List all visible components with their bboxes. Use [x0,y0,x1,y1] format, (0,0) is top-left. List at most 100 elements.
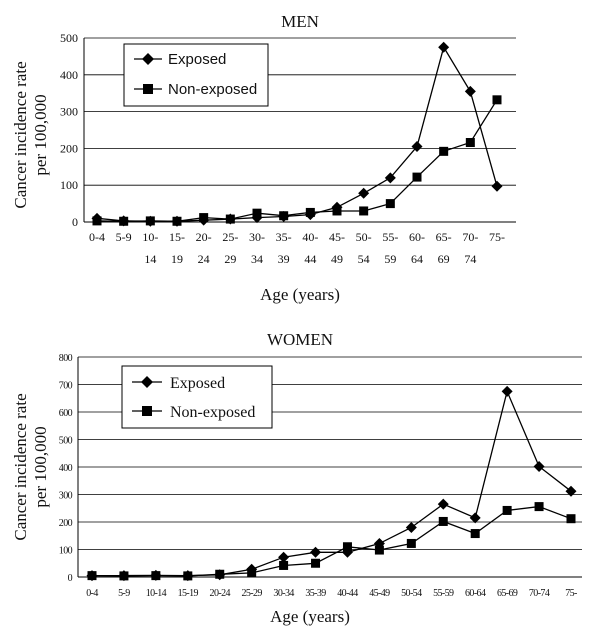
women-point-non-exposed [534,502,544,512]
men-point-non-exposed [145,216,155,226]
women-x-tick-label: 40-44 [337,588,358,599]
men-x-tick-label-line-2: 34 [251,252,263,266]
women-point-non-exposed [470,529,480,539]
men-point-exposed [491,180,503,192]
diamond-marker-icon [142,53,154,65]
men-x-tick-label-line-2: 39 [278,252,290,266]
men-y-axis-label-line-1: Cancer incidence rate [11,61,30,208]
women-x-tick-label: 15-19 [178,588,199,599]
women-x-tick-label: 25-29 [241,588,262,599]
women-x-tick-label: 50-54 [401,588,422,599]
women-y-tick-label: 300 [59,491,73,502]
men-series-line-non-exposed [96,99,498,222]
women-x-tick-label: 10-14 [146,588,167,599]
men-point-non-exposed [225,214,235,224]
men-point-non-exposed [492,95,502,105]
women-point-exposed [533,460,545,472]
diamond-marker-icon [141,376,153,388]
women-x-tick-label: 55-59 [433,588,454,599]
women-point-non-exposed [279,560,289,570]
women-point-non-exposed [406,538,416,548]
women-x-tick-label: 5-9 [118,588,130,599]
women-point-non-exposed [215,569,225,579]
men-x-tick-label-line-2: 24 [198,252,210,266]
men-x-tick-label-line-2: 29 [224,252,236,266]
men-x-tick-label-line-2: 14 [144,252,156,266]
women-point-exposed [405,522,417,533]
men-x-tick-label: 50- [356,230,372,244]
men-x-tick-label: 0-4 [89,230,105,244]
women-x-tick-label: 70-74 [529,588,550,599]
men-point-non-exposed [359,206,369,216]
women-point-exposed [437,498,449,510]
men-x-tick-label: 65- [436,230,452,244]
men-x-tick-label-line-2: 19 [171,252,183,266]
women-point-exposed [469,512,481,524]
women-legend-item-exposed: Exposed [132,375,225,392]
men-x-tick-label: 10- [142,230,158,244]
men-point-non-exposed [305,207,315,217]
men-y-tick-label: 300 [60,105,78,119]
women-point-non-exposed [311,558,321,568]
men-x-tick-label-line-2: 44 [304,252,316,266]
women-y-tick-label: 500 [59,436,73,447]
men-legend: Exposed Non-exposed [123,43,269,107]
women-x-tick-label: 75- [565,588,577,599]
men-point-non-exposed [252,208,262,218]
women-point-non-exposed [502,505,512,515]
men-x-tick-label: 75- [489,230,505,244]
men-x-tick-label: 20- [196,230,212,244]
men-point-non-exposed [439,146,449,156]
square-marker-icon [142,406,152,416]
women-y-axis-label-line-2: per 100,000 [31,426,50,507]
men-x-tick-label: 5-9 [116,230,132,244]
men-x-tick-label-line-2: 54 [358,252,370,266]
women-legend-label-non-exposed: Non-exposed [170,404,255,421]
men-point-exposed [358,187,370,199]
women-x-tick-label: 60-64 [465,588,486,599]
men-point-non-exposed [172,216,182,226]
women-y-tick-label: 400 [59,463,73,474]
men-x-tick-label-line-2: 59 [384,252,396,266]
men-y-axis-label-line-2: per 100,000 [31,94,50,175]
men-legend-label-exposed: Exposed [168,51,226,68]
women-point-exposed [501,385,513,397]
men-point-non-exposed [119,216,129,226]
men-x-axis-label: Age (years) [260,285,340,304]
women-x-tick-label: 20-24 [210,588,231,599]
women-y-axis-label: Cancer incidence rate per 100,000 [11,393,50,540]
women-y-tick-label: 100 [59,546,73,557]
men-x-tick-label: 30- [249,230,265,244]
women-point-non-exposed [247,568,257,578]
men-y-tick-label: 0 [72,215,78,229]
men-point-exposed [464,85,476,97]
men-point-non-exposed [279,211,289,221]
women-chart: WOMEN Cancer incidence rate per 100,000 … [11,330,582,626]
men-y-tick-label: 400 [60,68,78,82]
women-point-non-exposed [183,571,193,581]
women-series-line-non-exposed [91,505,572,577]
women-x-tick-label: 45-49 [369,588,390,599]
men-legend-item-non-exposed: Non-exposed [134,81,257,98]
women-chart-title: WOMEN [267,330,333,349]
men-x-tick-label: 60- [409,230,425,244]
women-point-non-exposed [119,571,129,581]
men-legend-label-non-exposed: Non-exposed [168,81,257,98]
square-marker-icon [143,84,153,94]
women-y-tick-label: 600 [59,408,73,419]
men-x-tick-label-line-2: 74 [464,252,476,266]
men-point-non-exposed [199,213,209,223]
men-point-non-exposed [92,216,102,226]
women-legend: Exposed Non-exposed [121,365,273,429]
men-x-tick-label: 70- [462,230,478,244]
women-point-non-exposed [151,571,161,581]
men-point-non-exposed [332,206,342,216]
women-y-tick-label: 700 [59,381,73,392]
women-x-axis-label: Age (years) [270,607,350,626]
women-point-non-exposed [566,514,576,524]
men-chart: MEN Cancer incidence rate per 100,000 0 1… [11,12,516,304]
men-point-non-exposed [412,172,422,182]
women-y-tick-label: 0 [68,573,73,584]
men-point-non-exposed [385,199,395,209]
